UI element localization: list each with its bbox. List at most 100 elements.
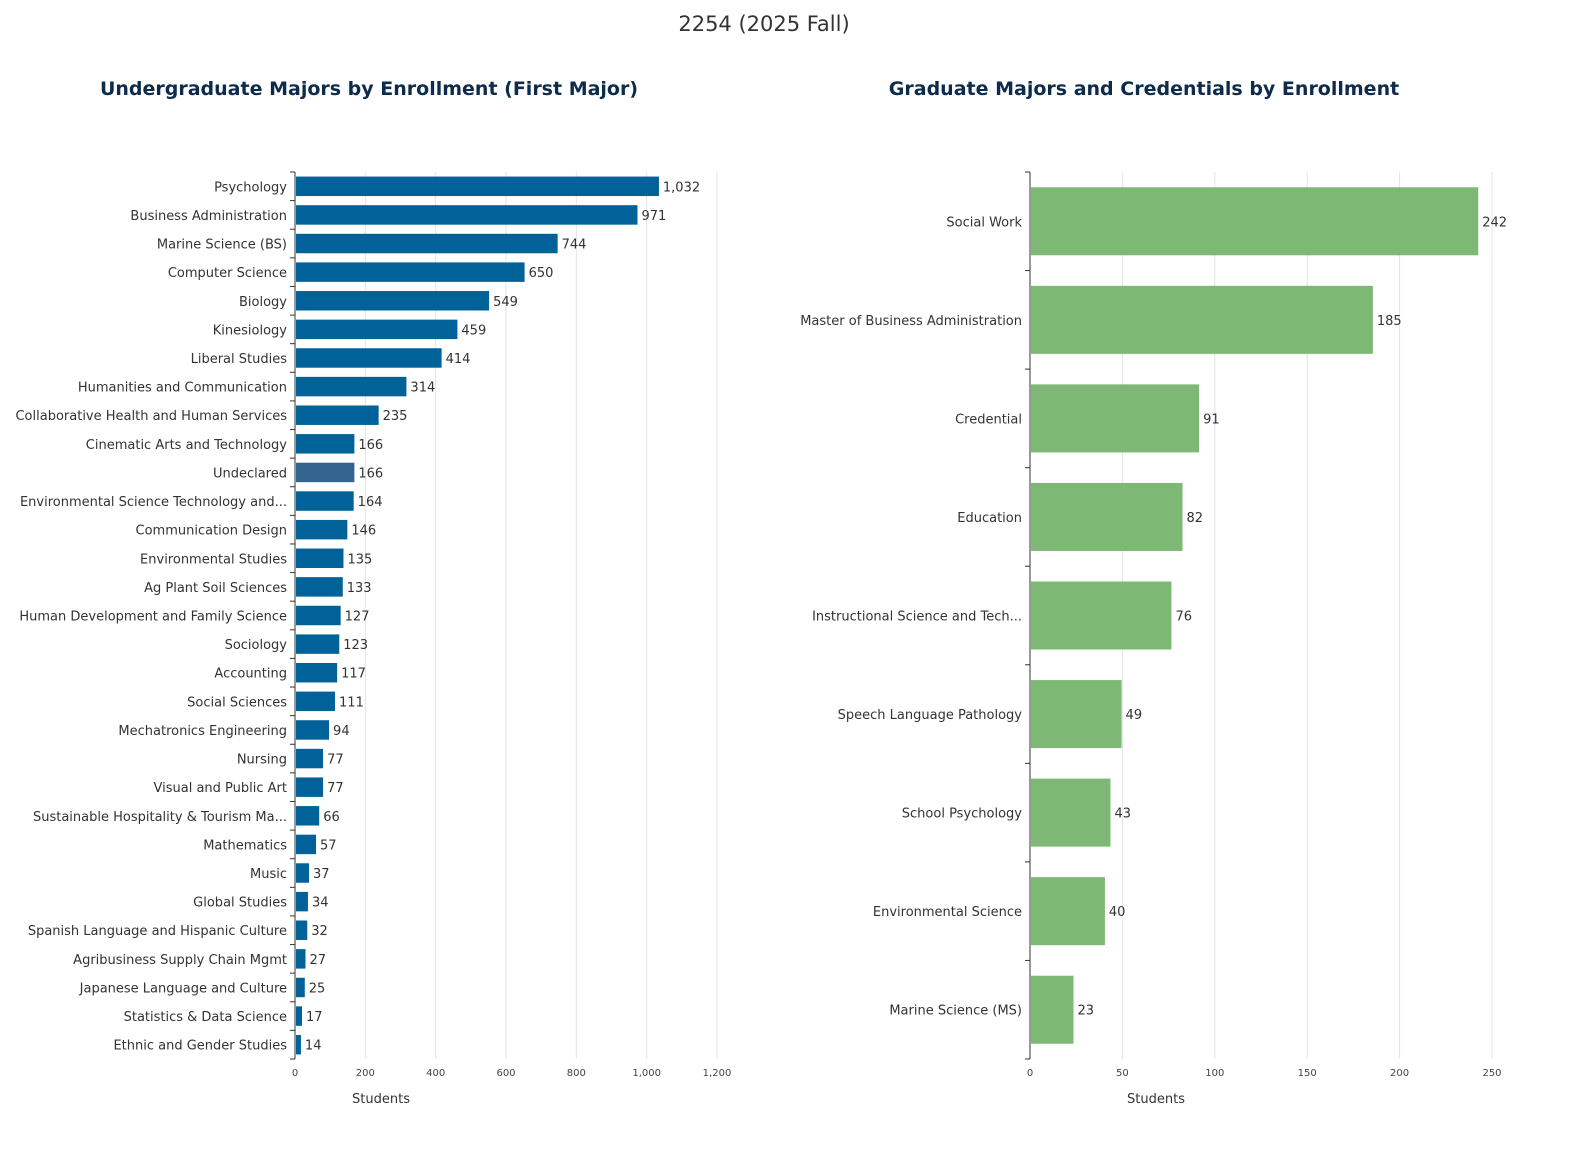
category-label: Human Development and Family Science: [19, 610, 287, 625]
category-label: Agribusiness Supply Chain Mgmt: [73, 953, 287, 968]
data-label: 1,032: [663, 180, 700, 195]
data-label: 94: [333, 724, 350, 739]
data-label: 25: [309, 981, 326, 996]
data-label: 77: [327, 753, 344, 768]
bar: [296, 720, 330, 740]
grad-x-axis-label: Students: [1127, 1092, 1185, 1107]
bar: [1031, 285, 1373, 354]
bar: [296, 233, 558, 254]
category-label: Sustainable Hospitality & Tourism Ma...: [33, 810, 287, 825]
category-label: Cinematic Arts and Technology: [86, 438, 288, 453]
bar: [296, 577, 343, 597]
category-label: Collaborative Health and Human Services: [15, 409, 287, 424]
bar: [296, 462, 355, 483]
bar: [296, 806, 320, 826]
bar: [296, 1034, 301, 1055]
x-tick-label: 1,000: [632, 1068, 661, 1079]
data-label: 166: [358, 438, 383, 453]
data-label: 549: [493, 295, 518, 310]
data-label: 111: [339, 695, 364, 710]
data-label: 185: [1377, 314, 1402, 329]
data-label: 314: [410, 381, 435, 396]
category-label: Music: [250, 867, 287, 882]
category-label: Biology: [239, 295, 287, 310]
bar: [1031, 581, 1172, 650]
category-label: Credential: [955, 412, 1022, 427]
category-label: Visual and Public Art: [154, 781, 287, 796]
bar: [296, 291, 490, 311]
bar: [296, 920, 308, 940]
data-label: 82: [1187, 511, 1204, 526]
data-label: 43: [1114, 807, 1131, 822]
x-tick-label: 400: [426, 1068, 445, 1079]
category-label: Marine Science (MS): [889, 1004, 1022, 1019]
category-label: Master of Business Administration: [800, 314, 1022, 329]
category-label: School Psychology: [902, 807, 1023, 822]
x-tick-label: 1,200: [703, 1068, 732, 1079]
bar: [1031, 187, 1479, 256]
data-label: 135: [347, 552, 372, 567]
data-label: 650: [529, 266, 554, 281]
bar: [296, 176, 659, 197]
category-label: Ag Plant Soil Sciences: [144, 581, 287, 596]
data-label: 164: [358, 495, 383, 510]
category-label: Business Administration: [130, 209, 287, 224]
bar: [1031, 384, 1200, 453]
data-label: 123: [343, 638, 368, 653]
bar: [296, 834, 317, 855]
bar: [296, 1006, 302, 1026]
data-label: 37: [313, 867, 330, 882]
x-tick-label: 0: [292, 1068, 298, 1079]
x-tick-label: 200: [1390, 1068, 1409, 1079]
category-label: Social Sciences: [187, 695, 287, 710]
category-label: Education: [957, 511, 1022, 526]
bar: [296, 319, 458, 340]
undergrad-x-axis-label: Students: [352, 1092, 410, 1107]
category-label: Ethnic and Gender Studies: [113, 1039, 287, 1054]
category-label: Statistics & Data Science: [124, 1010, 287, 1025]
bar: [296, 262, 525, 282]
category-label: Marine Science (BS): [157, 238, 287, 253]
data-label: 414: [446, 352, 471, 367]
grad-chart: 0 50 100 150 200 250 Social Work 242 Master of B…: [800, 171, 1507, 1079]
data-label: 459: [461, 323, 486, 338]
x-tick-label: 150: [1298, 1068, 1317, 1079]
bar: [296, 605, 341, 626]
bar: [296, 376, 407, 397]
data-label: 117: [341, 667, 366, 682]
category-label: Undeclared: [213, 466, 287, 481]
bar: [296, 548, 344, 569]
data-label: 49: [1126, 708, 1143, 723]
bar: [1031, 877, 1105, 946]
x-tick-label: 250: [1482, 1068, 1501, 1079]
category-label: Environmental Studies: [140, 552, 287, 567]
bar: [296, 434, 355, 454]
category-label: Social Work: [946, 215, 1022, 230]
category-label: Nursing: [237, 753, 287, 768]
category-label: Sociology: [225, 638, 288, 653]
bar: [296, 491, 354, 511]
undergrad-chart: 0 200 400 600 800 1,000 1,200 Psychology 1,032 Bu…: [15, 171, 732, 1079]
data-label: 146: [351, 524, 376, 539]
category-label: Environmental Science: [873, 905, 1022, 920]
data-label: 40: [1109, 905, 1126, 920]
bar: [296, 634, 340, 654]
data-label: 27: [309, 953, 326, 968]
bar: [296, 777, 324, 797]
bar: [296, 691, 336, 712]
category-label: Instructional Science and Tech...: [812, 610, 1022, 625]
bar: [1031, 680, 1122, 749]
data-label: 14: [305, 1039, 322, 1054]
data-label: 32: [311, 924, 328, 939]
bar: [296, 748, 324, 769]
bar: [296, 519, 348, 540]
category-label: Speech Language Pathology: [838, 708, 1023, 723]
data-label: 17: [306, 1010, 323, 1025]
x-tick-label: 0: [1027, 1068, 1033, 1079]
category-label: Humanities and Communication: [78, 381, 287, 396]
x-tick-label: 100: [1205, 1068, 1224, 1079]
page-title: 2254 (2025 Fall): [678, 12, 849, 36]
bar: [1031, 482, 1183, 551]
data-label: 23: [1078, 1004, 1095, 1019]
